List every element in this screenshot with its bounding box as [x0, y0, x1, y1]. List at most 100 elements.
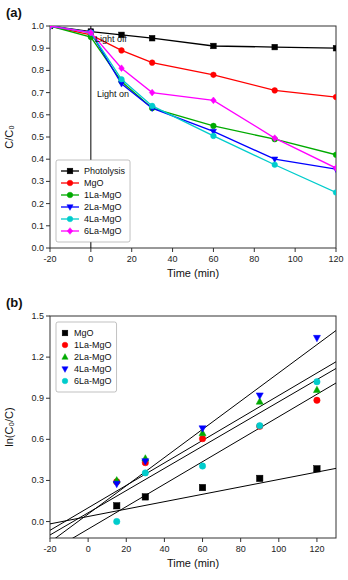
fit-line [50, 331, 336, 538]
y-tick-label: 0.0 [31, 243, 44, 253]
legend: PhotolysisMgO1La-MgO2La-MgO4La-MgO6La-Mg… [56, 160, 130, 242]
data-point [119, 65, 125, 72]
legend-label: MgO [74, 328, 94, 338]
data-point [113, 481, 120, 487]
y-tick [46, 181, 50, 182]
data-point [314, 466, 320, 472]
x-tick-label: -20 [43, 254, 56, 264]
data-point [272, 88, 278, 94]
data-point [149, 60, 155, 66]
data-point [211, 43, 217, 49]
x-tick-label: -20 [43, 544, 56, 554]
legend-marker [67, 192, 73, 198]
y-tick [46, 439, 50, 440]
data-point [119, 76, 125, 82]
data-point [257, 423, 263, 429]
figure: -200204060801001200.00.10.20.30.40.50.60… [0, 0, 348, 580]
y-tick [46, 521, 50, 522]
data-point [114, 518, 120, 524]
data-point [333, 45, 336, 51]
y-tick-label: 0.4 [31, 154, 44, 164]
x-tick [172, 248, 173, 252]
x-tick [254, 248, 255, 252]
legend-marker [67, 168, 73, 174]
y-tick-label: 0.8 [31, 65, 44, 75]
data-point [199, 463, 205, 469]
data-point [149, 89, 155, 96]
data-point [313, 386, 320, 392]
legend-label: 4La-MgO [74, 364, 112, 374]
data-point [142, 470, 148, 476]
data-point [114, 503, 120, 509]
data-point [149, 35, 155, 41]
y-tick-label: 0.2 [31, 199, 44, 209]
panel-title: (a) [6, 5, 22, 20]
y-tick-label: 0.9 [31, 43, 44, 53]
panel: -200204060801001200.00.30.60.91.21.5Time… [3, 295, 336, 569]
legend-label: 2La-MgO [84, 202, 122, 212]
legend-marker [62, 367, 68, 373]
legend-marker [67, 228, 73, 235]
data-point [119, 48, 125, 54]
legend-label: 2La-MgO [74, 352, 112, 362]
x-tick-label: 80 [249, 254, 259, 264]
data-point [211, 97, 217, 104]
data-point [314, 379, 320, 385]
legend-label: 1La-MgO [84, 190, 122, 200]
data-point [50, 26, 53, 29]
y-tick [46, 92, 50, 93]
data-point [257, 475, 263, 481]
x-tick-label: 60 [198, 544, 208, 554]
x-tick-label: 20 [127, 254, 137, 264]
legend-label: 1La-MgO [74, 340, 112, 350]
data-point [149, 103, 155, 109]
x-tick-label: 0 [86, 544, 91, 554]
y-tick-label: 0.1 [31, 221, 44, 231]
data-point [314, 397, 320, 403]
data-point [142, 494, 148, 500]
plot-frame [50, 316, 336, 538]
y-tick-label: 0.0 [31, 517, 44, 527]
y-axis-label: ln(C₀/C) [3, 407, 15, 446]
y-tick [46, 225, 50, 226]
y-tick [46, 114, 50, 115]
y-tick [46, 26, 50, 27]
y-tick [46, 248, 50, 249]
data-point [256, 393, 263, 399]
legend-marker [62, 330, 68, 336]
annotation: Light on [97, 89, 129, 99]
data-point [50, 26, 53, 29]
data-point [272, 44, 278, 50]
data-point [50, 26, 53, 29]
data-point [199, 435, 205, 441]
data-point [333, 190, 336, 196]
data-point [50, 26, 53, 29]
fit-line [50, 468, 336, 524]
x-tick-label: 20 [121, 544, 131, 554]
x-tick [316, 538, 317, 542]
y-tick-label: 0.6 [31, 110, 44, 120]
x-tick-label: 0 [88, 254, 93, 264]
background [0, 0, 348, 580]
y-tick [46, 203, 50, 204]
y-tick-label: 1.5 [31, 311, 44, 321]
x-tick [126, 538, 127, 542]
y-tick [46, 398, 50, 399]
y-tick [46, 159, 50, 160]
data-point [211, 123, 217, 129]
series-line [50, 26, 336, 168]
x-tick-label: 100 [271, 544, 286, 554]
y-tick [46, 316, 50, 317]
y-axis-label: C/C₀ [3, 125, 15, 149]
data-point [257, 422, 263, 428]
data-point [199, 426, 206, 432]
legend-marker [62, 342, 68, 348]
data-point [199, 484, 205, 490]
x-tick [213, 248, 214, 252]
data-point [211, 133, 217, 139]
x-tick [50, 538, 51, 542]
legend-marker [62, 378, 68, 384]
legend-label: MgO [84, 178, 104, 188]
x-tick-label: 120 [309, 544, 324, 554]
x-tick [202, 538, 203, 542]
